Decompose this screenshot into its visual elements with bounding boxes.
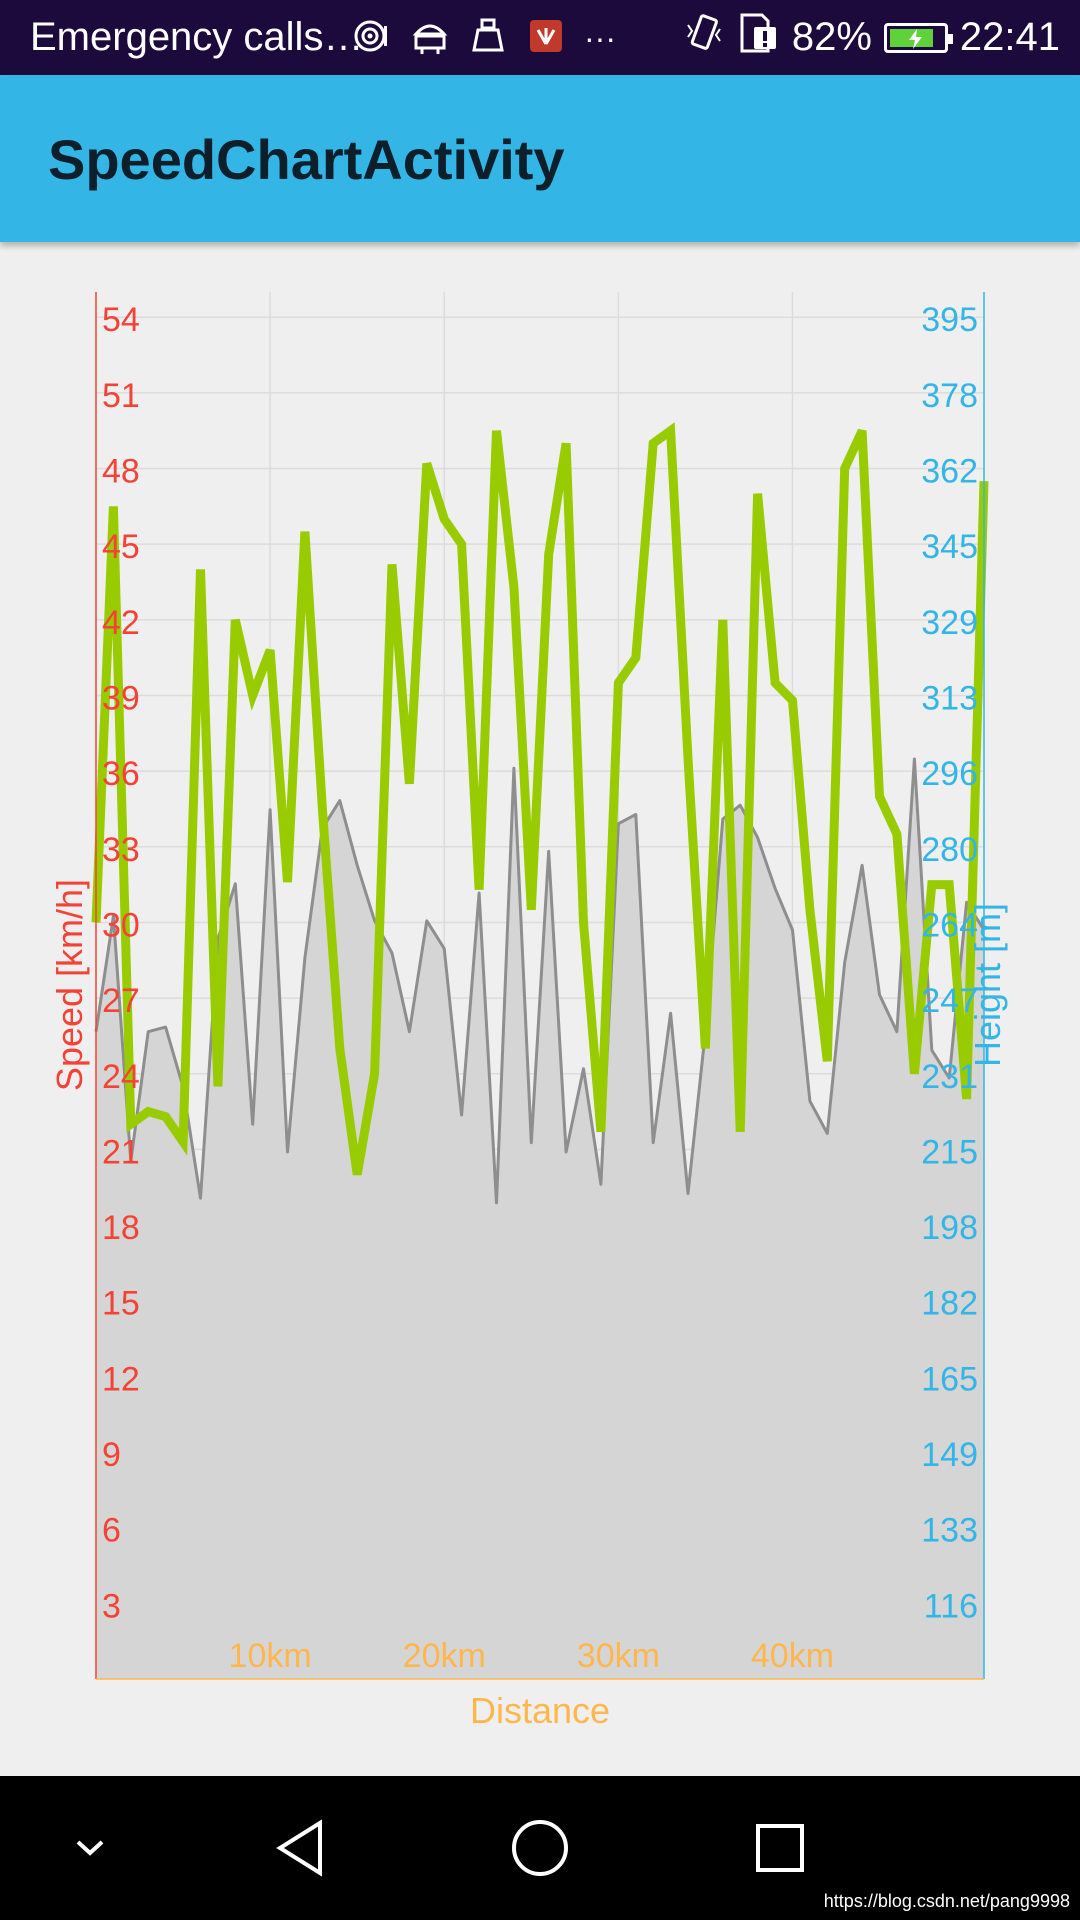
left-tick-label: 42 [102, 604, 140, 642]
left-tick-label: 27 [102, 982, 140, 1020]
app-bar: SpeedChartActivity [0, 75, 1080, 242]
right-tick-label: 165 [921, 1360, 978, 1398]
vibrate-icon [684, 11, 724, 65]
recents-icon[interactable] [740, 1776, 820, 1920]
right-axis-title: Height [m] [967, 903, 1008, 1067]
cleaner-icon [468, 16, 508, 61]
clock: 22:41 [959, 15, 1060, 59]
speed-chart[interactable]: 54 51 48 45 42 39 36 33 30 27 24 21 18 15 12 9 6 3 395 378 3… [0, 242, 1080, 1776]
right-tick-label: 345 [921, 528, 978, 566]
status-bar: Emergency calls… ··· 82% 22:41 [0, 0, 1080, 75]
status-right: 82% 22:41 [684, 0, 1060, 75]
height-area-fill [96, 759, 984, 1679]
chevron-down-icon[interactable] [50, 1776, 130, 1920]
left-tick-label: 24 [102, 1058, 140, 1096]
right-tick-label: 231 [921, 1058, 978, 1096]
right-tick-label: 182 [921, 1285, 978, 1323]
battery-charging-icon [883, 22, 953, 53]
x-tick-label: 10km [229, 1637, 312, 1675]
sim-alert-icon [736, 11, 780, 65]
left-tick-label: 6 [102, 1512, 121, 1550]
x-tick-label: 30km [577, 1637, 660, 1675]
left-tick-label: 54 [102, 301, 140, 339]
navigation-bar: https://blog.csdn.net/pang9998 [0, 1776, 1080, 1920]
left-tick-label: 39 [102, 679, 140, 717]
left-tick-label: 21 [102, 1133, 140, 1171]
left-tick-label: 51 [102, 377, 140, 415]
right-tick-label: 362 [921, 453, 978, 491]
x-tick-label: 40km [751, 1637, 834, 1675]
right-tick-label: 378 [921, 377, 978, 415]
x-axis-title: Distance [470, 1690, 610, 1731]
height-series-line [94, 757, 986, 1205]
back-icon[interactable] [260, 1776, 340, 1920]
left-tick-label: 9 [102, 1436, 121, 1474]
left-tick-label: 33 [102, 831, 140, 869]
right-tick-label: 264 [921, 906, 978, 944]
hotspot-icon [352, 16, 392, 61]
left-tick-label: 12 [102, 1360, 140, 1398]
left-tick-label: 36 [102, 755, 140, 793]
right-tick-label: 133 [921, 1512, 978, 1550]
left-tick-label: 15 [102, 1285, 140, 1323]
right-tick-label: 116 [924, 1587, 978, 1625]
battery-percent: 82% [791, 15, 872, 59]
left-tick-label: 45 [102, 528, 140, 566]
notification-text: Emergency calls… [30, 15, 364, 59]
right-tick-label: 247 [921, 982, 978, 1020]
left-tick-label: 30 [102, 906, 140, 944]
x-tick-label: 20km [403, 1637, 486, 1675]
left-axis-title: Speed [km/h] [49, 879, 90, 1091]
page-title: SpeedChartActivity [48, 128, 565, 191]
android-icon [410, 16, 450, 61]
right-tick-label: 329 [921, 604, 978, 642]
status-icons: ··· [352, 14, 616, 62]
right-tick-label: 395 [921, 301, 978, 339]
left-tick-label: 3 [102, 1587, 121, 1625]
home-icon[interactable] [500, 1776, 580, 1920]
right-tick-label: 280 [921, 831, 978, 869]
speed-series-line [91, 422, 989, 1176]
left-tick-label: 48 [102, 453, 140, 491]
right-tick-label: 296 [921, 755, 978, 793]
battery-cap [947, 33, 953, 44]
watermark: https://blog.csdn.net/pang9998 [823, 1891, 1070, 1911]
right-tick-label: 198 [921, 1209, 978, 1247]
huawei-icon [526, 16, 566, 61]
right-tick-label: 313 [921, 679, 978, 717]
left-tick-label: 18 [102, 1209, 140, 1247]
right-tick-label: 215 [921, 1133, 978, 1171]
more-icon: ··· [584, 20, 616, 56]
chart-svg: 54 51 48 45 42 39 36 33 30 27 24 21 18 15 12 9 6 3 395 378 3… [49, 292, 1008, 1731]
right-tick-label: 149 [921, 1436, 978, 1474]
